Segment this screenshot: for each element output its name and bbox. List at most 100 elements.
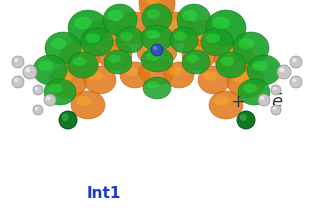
Ellipse shape [201,28,233,56]
Ellipse shape [146,9,160,19]
Ellipse shape [68,10,108,46]
Ellipse shape [233,72,250,83]
Circle shape [153,46,158,51]
Ellipse shape [139,0,175,25]
Ellipse shape [66,47,84,59]
Circle shape [46,96,50,100]
Ellipse shape [143,43,161,53]
Ellipse shape [186,55,199,63]
Ellipse shape [146,52,160,61]
Ellipse shape [163,18,179,29]
Circle shape [292,78,296,82]
Ellipse shape [45,32,81,64]
Ellipse shape [55,72,72,83]
Ellipse shape [38,60,54,71]
Circle shape [35,87,38,90]
Ellipse shape [243,84,257,93]
Ellipse shape [71,91,105,119]
Ellipse shape [142,4,172,32]
Ellipse shape [74,17,92,29]
Circle shape [279,68,284,72]
Ellipse shape [233,32,269,64]
Ellipse shape [89,27,109,39]
Ellipse shape [198,66,230,94]
Ellipse shape [98,40,132,70]
Ellipse shape [49,84,63,93]
Circle shape [12,56,24,68]
Ellipse shape [108,10,123,21]
Ellipse shape [147,81,160,89]
Ellipse shape [169,67,182,76]
Ellipse shape [187,46,203,56]
Circle shape [26,68,30,72]
Ellipse shape [146,30,160,39]
Ellipse shape [164,62,194,88]
Ellipse shape [216,52,246,78]
Ellipse shape [190,27,209,39]
Ellipse shape [116,27,144,53]
Ellipse shape [209,91,243,119]
Text: Int1: Int1 [87,186,121,201]
Circle shape [237,111,255,129]
Ellipse shape [84,66,116,94]
Ellipse shape [76,96,91,106]
Ellipse shape [141,25,173,51]
Circle shape [273,107,276,110]
Text: ē: ē [272,93,283,111]
Ellipse shape [144,64,161,73]
Circle shape [277,65,291,79]
Ellipse shape [238,79,270,105]
Circle shape [23,65,37,79]
Circle shape [271,105,281,115]
Circle shape [292,58,296,62]
Ellipse shape [139,59,175,85]
Ellipse shape [124,67,138,76]
Circle shape [14,58,18,62]
Ellipse shape [120,62,150,88]
Ellipse shape [220,47,238,59]
Ellipse shape [108,55,121,63]
Circle shape [290,76,302,88]
Circle shape [12,76,24,88]
Ellipse shape [182,50,210,74]
Ellipse shape [44,79,76,105]
Ellipse shape [183,20,227,56]
Ellipse shape [143,77,171,99]
Circle shape [62,114,69,121]
Text: +: + [230,93,245,111]
Ellipse shape [103,46,118,56]
Ellipse shape [206,33,220,43]
Circle shape [44,94,56,106]
Ellipse shape [174,32,187,41]
Ellipse shape [117,12,153,44]
Ellipse shape [212,17,230,29]
Circle shape [273,87,276,90]
Ellipse shape [49,66,87,98]
Ellipse shape [247,55,281,85]
Ellipse shape [68,52,98,78]
Circle shape [33,105,43,115]
Ellipse shape [182,10,198,21]
Ellipse shape [238,38,255,49]
Ellipse shape [141,48,173,72]
Ellipse shape [206,10,246,46]
Ellipse shape [60,41,100,75]
Circle shape [240,114,247,121]
Circle shape [14,78,18,82]
Ellipse shape [89,71,103,81]
Circle shape [151,44,163,56]
Ellipse shape [214,41,254,75]
Ellipse shape [137,38,177,66]
Circle shape [59,111,77,129]
Ellipse shape [203,71,217,81]
Ellipse shape [83,20,127,56]
Ellipse shape [177,4,211,36]
Ellipse shape [227,66,265,98]
Circle shape [258,94,270,106]
Ellipse shape [72,57,86,66]
Ellipse shape [252,60,267,71]
Ellipse shape [157,12,193,44]
Circle shape [35,107,38,110]
Circle shape [260,96,264,100]
Circle shape [271,85,281,95]
